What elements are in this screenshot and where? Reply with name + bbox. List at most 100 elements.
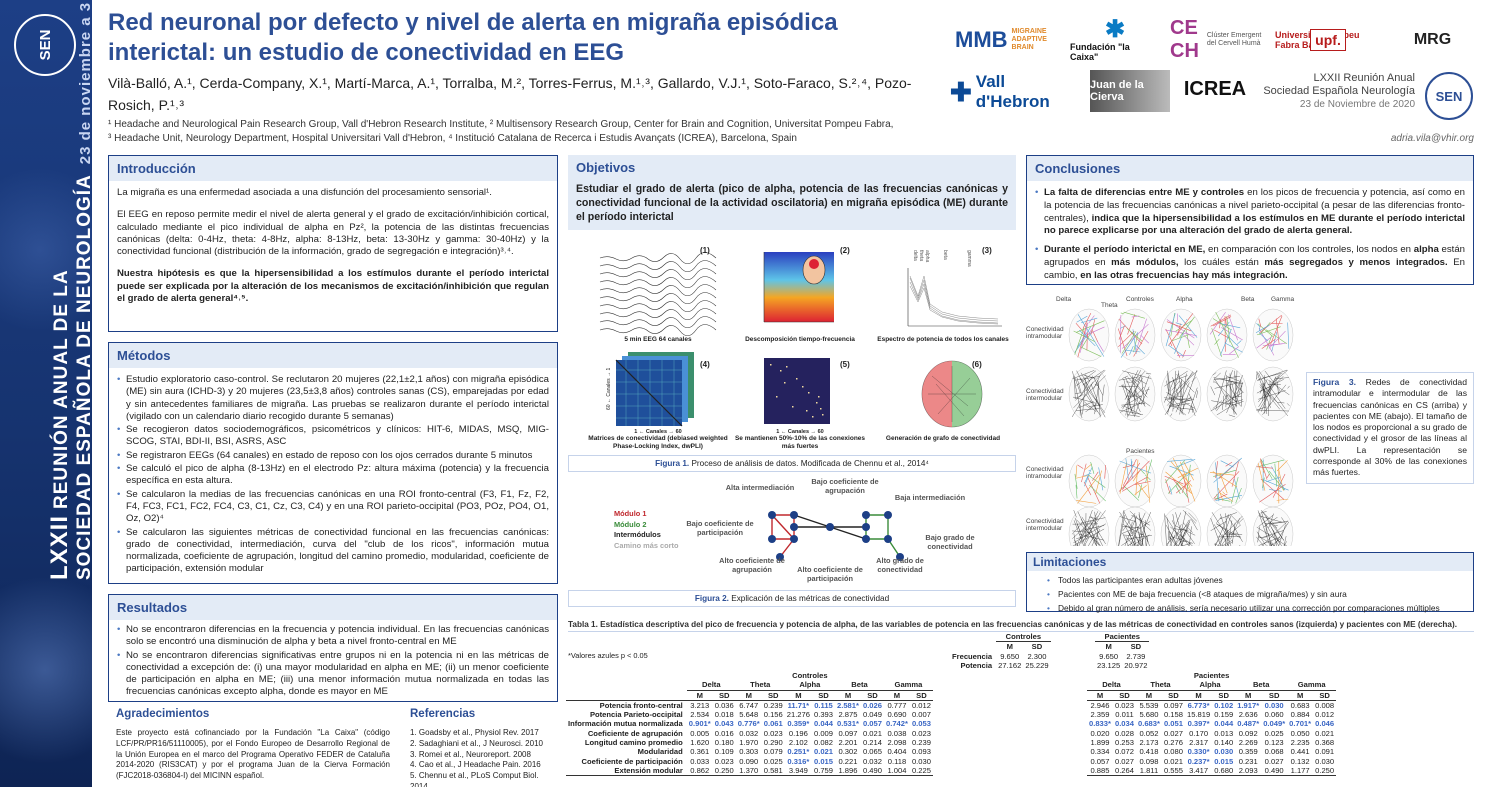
acknowledgements: Agradecimientos Este proyecto está cofin… xyxy=(116,708,390,781)
table-cell: Beta xyxy=(835,680,884,691)
network-thumbnail xyxy=(1252,454,1294,508)
table-cell: 0.007 xyxy=(911,710,931,720)
metrics-table-controls: Controles Delta Theta Alpha Beta Gamma M SD M SD M… xyxy=(566,671,933,776)
table-cell: SD xyxy=(1212,690,1236,701)
table-cell: 0.159 xyxy=(1214,710,1234,720)
table-note: *Valores azules p < 0.05 xyxy=(568,651,648,660)
network-diagram xyxy=(768,511,904,561)
table-cell: 0.009 xyxy=(813,728,833,738)
list-item: Se registraron EEGs (64 canales) en esta… xyxy=(117,450,549,463)
table-cell: 0.030 xyxy=(1264,700,1284,710)
limitations-section: Limitaciones Todos las participantes era… xyxy=(1026,552,1474,613)
mmb-logo: MMB MIGRAINE ADAPTIVE BRAIN xyxy=(955,27,1047,52)
table-cell: 0.742* xyxy=(885,719,908,729)
panel-caption: Descomposición tiempo-frecuencia xyxy=(745,336,855,343)
network-thumbnail xyxy=(1160,366,1202,422)
table-cell: 0.418 xyxy=(1139,747,1159,757)
table-row: 0.020 0.028 0.052 0.027 0.170 0.013 0.092 0.025… xyxy=(1087,729,1336,738)
table-cell: 0.359 xyxy=(1238,747,1258,757)
table-cell: 0.368 xyxy=(1315,738,1335,748)
reference-item: 1. Goadsby et al., Physiol Rev. 2017 xyxy=(410,728,539,737)
table-cell: 0.221 xyxy=(838,756,858,766)
table-cell: 0.777 xyxy=(887,700,907,710)
table-cell: 0.581 xyxy=(763,765,783,775)
table-cell: 0.359* xyxy=(787,719,810,729)
table-cell: 0.140 xyxy=(1214,738,1234,748)
table-caption: Tabla 1. Estadística descriptiva del pic… xyxy=(568,620,1474,632)
table-cell: 5.680 xyxy=(1139,710,1159,720)
table-cell: 0.239 xyxy=(763,700,783,710)
figure-3: Delta Controles Alpha Beta Gamma Theta P… xyxy=(1026,296,1296,546)
table-cell: 0.490 xyxy=(1264,765,1284,775)
table-cell: 0.023 xyxy=(763,728,783,738)
table-cell: 2.636 xyxy=(1238,710,1258,720)
table-cell: 2.201 xyxy=(838,738,858,748)
module-legend: Módulo 1 Módulo 2 Intermódulos Camino má… xyxy=(614,509,679,550)
panel-number: (5) xyxy=(840,360,850,369)
table-cell: 0.021 xyxy=(862,728,882,738)
table-cell: 0.023 xyxy=(911,728,931,738)
table-cell: 1.177 xyxy=(1290,765,1310,775)
table-cell: 0.264 xyxy=(1114,765,1134,775)
table-cell: 6.773* xyxy=(1187,700,1210,710)
table-cell: 0.013 xyxy=(1214,728,1234,738)
row-label: Conectividad intramodular xyxy=(1026,326,1064,340)
table-cell: 0.701* xyxy=(1289,719,1312,729)
table-cell: 0.833* xyxy=(1089,719,1111,729)
table-row: 1.899 0.253 2.173 0.276 2.317 0.140 2.269 0.123… xyxy=(1087,738,1336,747)
table-cell: 0.118 xyxy=(887,756,907,766)
table-cell: 0.393 xyxy=(813,710,833,720)
table-cell: 0.021 xyxy=(1163,756,1183,766)
list-item: No se encontraron diferencias en la frec… xyxy=(117,624,549,649)
panel-caption: Se mantienen 50%-10% de las conexiones m… xyxy=(734,435,866,450)
table-cell: 0.049 xyxy=(862,710,882,720)
frequency-table-patients: Pacientes M SD 9.650 2.739 23.125 20.972 xyxy=(1095,632,1150,670)
table-row: Modularidad 0.361 0.109 0.303 0.079 0.251* 0.0… xyxy=(566,747,933,756)
metrics-table-patients: Pacientes Delta Theta Alpha Beta Gamma M SD M SD M… xyxy=(1087,671,1337,776)
table-row: 0.885 0.264 1.811 0.555 3.417 0.680 2.093 0.490… xyxy=(1087,765,1337,776)
table-cell xyxy=(566,690,687,701)
table-cell: 0.102 xyxy=(1214,700,1234,710)
table-cell: 0.901* xyxy=(688,719,711,729)
contact-email[interactable]: adria.vila@vhir.org xyxy=(1390,133,1474,144)
table-cell: 0.061 xyxy=(763,719,783,729)
table-row: Coeficiente de agrupación 0.005 0.016 0.032… xyxy=(566,729,933,738)
table-cell: 0.397* xyxy=(1187,719,1210,729)
diagram-label: Alta intermediación xyxy=(725,483,795,492)
table-cell: 0.158 xyxy=(1163,710,1183,720)
table-row: Potencia 27.162 25.229 xyxy=(960,660,1049,670)
table-cell: 0.079 xyxy=(763,747,783,757)
table-cell: 0.555 xyxy=(1163,765,1183,775)
table-cell: SD xyxy=(712,690,736,701)
table-cell: 2.173 xyxy=(1139,738,1159,748)
band-label: Delta xyxy=(1056,296,1072,303)
table-cell: 0.862 xyxy=(690,765,710,775)
list-item: Todos las participantes eran adultas jóv… xyxy=(1047,573,1465,587)
table-cell: 0.030 xyxy=(1315,756,1335,766)
table-cell: 0.025 xyxy=(763,756,783,766)
table-cell: 0.030 xyxy=(911,756,931,766)
table-cell: 0.044 xyxy=(813,719,833,729)
introduction-section: Introducción La migraña es una enfermeda… xyxy=(108,155,558,332)
table-cell: 1.899 xyxy=(1090,738,1110,748)
table-cell: 0.092 xyxy=(1238,728,1258,738)
band-label: Theta xyxy=(1101,302,1118,309)
table-row: 23.125 20.972 xyxy=(1097,660,1148,670)
table-cell: 0.109 xyxy=(714,747,734,757)
row-label: Conectividad intermodular xyxy=(1026,388,1064,402)
power-spectrum-panel: delta theta alpha beta gamma xyxy=(907,250,1002,327)
group-label: Controles xyxy=(1126,296,1154,303)
table-cell: Pacientes xyxy=(1193,671,1230,680)
network-thumbnail xyxy=(1068,308,1110,362)
panel-number: (4) xyxy=(700,360,710,369)
network-thumbnail xyxy=(1252,506,1294,546)
panel-caption: Generación de grafo de conectividad xyxy=(885,435,1001,442)
table-cell: 0.005 xyxy=(690,728,710,738)
network-thumbnail xyxy=(1114,366,1156,422)
table-cell: 2.946 xyxy=(1090,700,1110,710)
table-cell: 0.170 xyxy=(1189,728,1209,738)
table-cell: 2.534 xyxy=(690,710,710,720)
table-cell: 1.370 xyxy=(739,765,759,775)
list-item: No se encontraron diferencias significat… xyxy=(117,650,549,699)
section-heading: Resultados xyxy=(109,595,557,620)
